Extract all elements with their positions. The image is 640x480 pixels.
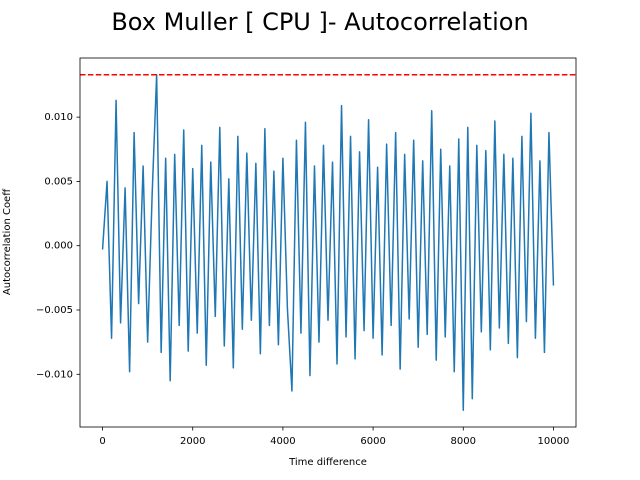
x-tick-label: 0 xyxy=(99,436,105,447)
x-tick-label: 4000 xyxy=(270,436,295,447)
y-tick-label: 0.005 xyxy=(44,176,73,187)
y-tick-label: −0.010 xyxy=(36,369,73,380)
x-tick-label: 2000 xyxy=(180,436,205,447)
y-axis-label: Autocorrelation Coeff xyxy=(2,188,13,295)
y-tick-label: 0.000 xyxy=(44,241,73,252)
x-tick-label: 8000 xyxy=(451,436,476,447)
y-tick-label: −0.005 xyxy=(36,305,73,316)
axes-frame xyxy=(79,57,577,428)
x-tick-label: 6000 xyxy=(360,436,385,447)
y-tick-label: 0.010 xyxy=(44,112,73,123)
data-line xyxy=(101,73,555,412)
x-axis-label: Time difference xyxy=(288,457,367,468)
x-tick-label: 10000 xyxy=(538,436,570,447)
chart-title: Box Muller [ CPU ]- Autocorrelation xyxy=(111,8,528,36)
